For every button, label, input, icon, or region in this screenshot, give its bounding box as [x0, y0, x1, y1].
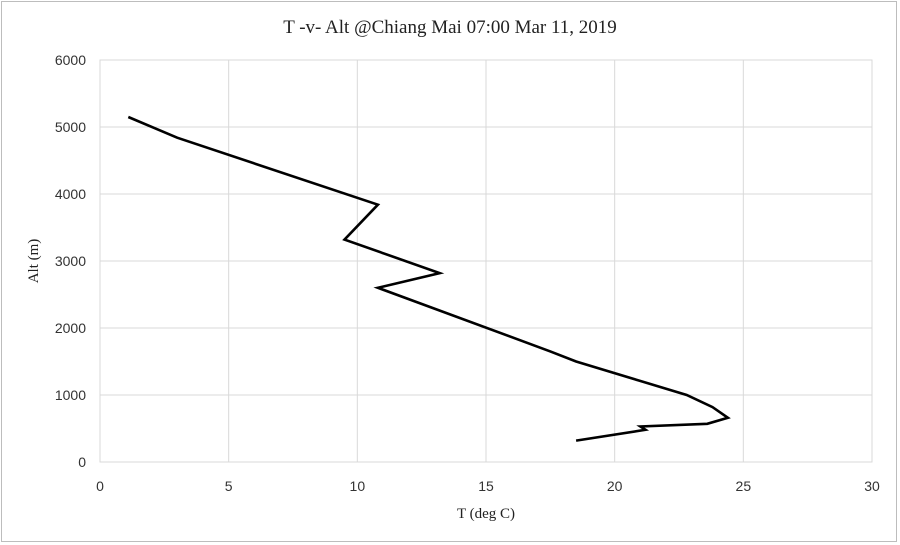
grid — [99, 59, 873, 463]
series-layer — [127, 115, 731, 442]
y-tick-labels: 0 1000 2000 3000 4000 5000 6000 — [55, 52, 86, 470]
plot-area — [99, 59, 873, 463]
y-tick-label-6: 6000 — [55, 52, 86, 68]
x-tick-label-3: 15 — [478, 478, 494, 494]
x-tick-label-4: 20 — [607, 478, 623, 494]
y-axis-label: Alt (m) — [26, 239, 42, 284]
x-tick-label-5: 25 — [736, 478, 752, 494]
y-tick-label-4: 4000 — [55, 186, 86, 202]
x-tick-label-2: 10 — [350, 478, 366, 494]
y-tick-label-2: 2000 — [55, 320, 86, 336]
y-tick-label-5: 5000 — [55, 119, 86, 135]
chart-title: T -v- Alt @Chiang Mai 07:00 Mar 11, 2019 — [283, 17, 617, 38]
x-axis-label: T (deg C) — [457, 506, 515, 522]
y-tick-label-0: 0 — [78, 454, 86, 470]
y-tick-label-3: 3000 — [55, 253, 86, 269]
x-tick-label-0: 0 — [96, 478, 104, 494]
x-tick-labels: 0 5 10 15 20 25 30 — [96, 478, 880, 494]
y-tick-label-1: 1000 — [55, 387, 86, 403]
temperature-altitude-line-0 — [127, 115, 731, 442]
x-tick-label-1: 5 — [225, 478, 233, 494]
x-tick-label-6: 30 — [864, 478, 880, 494]
